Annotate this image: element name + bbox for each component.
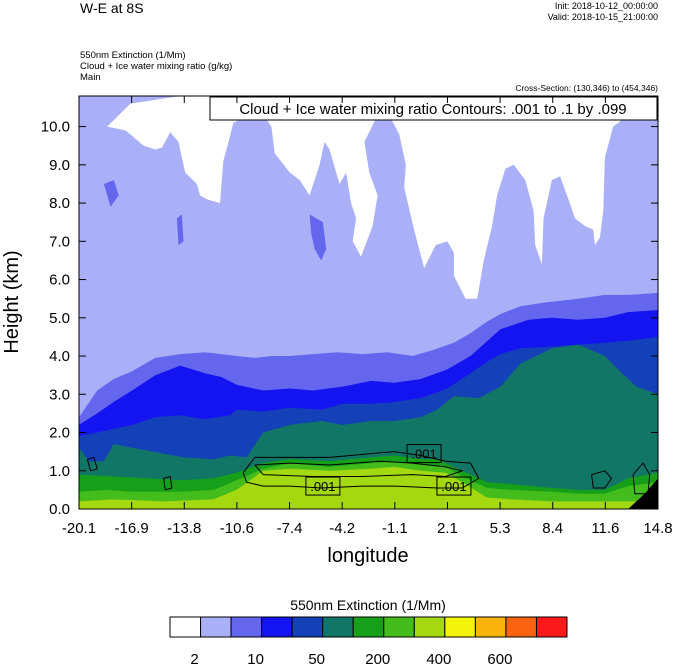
x-tick-label: 5.3 (490, 520, 511, 537)
colorbar-swatch (200, 616, 232, 638)
x-tick-label: -1.1 (382, 520, 408, 537)
y-tick-label: 7.0 (49, 233, 70, 250)
valid-time: Valid: 2018-10-15_21:00:00 (547, 12, 658, 22)
colorbar-swatch (261, 616, 293, 638)
plot-frame (78, 95, 659, 510)
extinction-filled-contours (79, 96, 658, 509)
y-tick-label: 3.0 (49, 386, 70, 403)
colorbar-tick-label: 10 (247, 651, 264, 667)
colorbar-swatch (352, 616, 385, 638)
x-tick-label: 14.8 (643, 520, 672, 537)
colorbar-swatch (444, 616, 476, 638)
extinction-band-5 (79, 344, 658, 509)
x-tick-label: -4.2 (329, 520, 355, 537)
x-tick-label: -13.8 (167, 520, 201, 537)
x-axis: -20.1 -16.9 -13.8 -10.6 -7.4 -4.2 -1.1 2.1 5.3 8.… (62, 96, 673, 537)
x-tick-label: -7.4 (277, 520, 303, 537)
y-tick-label: 8.0 (49, 195, 70, 212)
contour-line-4 (86, 456, 98, 472)
overlay-title: Cloud + Ice water mixing ratio Contours:… (239, 101, 626, 118)
colorbar-swatch (383, 616, 415, 638)
y-tick-label: 10.0 (41, 119, 70, 136)
y-tick-label: 2.0 (49, 425, 70, 442)
colorbar-tick-label: 200 (365, 651, 390, 667)
y-tick-label: 6.0 (49, 272, 70, 289)
terrain (628, 478, 658, 509)
field-label-extinction: 550nm Extinction (1/Mm) (80, 50, 186, 61)
y-axis-label: Height (km) (1, 250, 23, 353)
contour-line-2 (254, 460, 465, 478)
contour-labels: .001 .001 .001 (305, 444, 472, 496)
contour-label-box-2 (305, 476, 341, 496)
x-tick-label: 11.6 (591, 520, 619, 537)
y-tick-label: 5.0 (49, 310, 70, 327)
contour-line-1 (242, 451, 480, 489)
contour-line-5 (163, 475, 173, 491)
colorbar-swatch (535, 616, 568, 638)
plot-title: W-E at 8S (80, 0, 144, 16)
contour-line-6 (632, 462, 651, 495)
colorbar-swatch (322, 616, 354, 638)
extinction-band-8 (79, 466, 658, 509)
colorbar-swatch (169, 616, 202, 638)
x-tick-label: -16.9 (115, 520, 149, 537)
contour-line-3 (591, 470, 613, 489)
colorbar-labels: 2 10 50 200 400 600 (190, 651, 512, 667)
y-tick-label: 1.0 (49, 463, 70, 480)
contour-label-box-1 (406, 444, 442, 464)
extinction-patch-1 (309, 214, 327, 261)
contour-label-3: .001 (441, 479, 466, 494)
contour-label-box-3 (436, 476, 472, 496)
x-axis-label: longitude (327, 545, 408, 567)
colorbar-swatch (291, 616, 324, 638)
x-tick-label: 8.4 (542, 520, 563, 537)
colorbar-title: 550nm Extinction (1/Mm) (290, 597, 446, 613)
colorbar-swatch (474, 616, 507, 638)
y-axis: 0.0 1.0 2.0 3.0 4.0 5.0 6.0 7.0 8.0 9.0 10.0 (41, 119, 658, 518)
init-time: Init: 2018-10-12_00:00:00 (554, 1, 658, 11)
contour-label-1: .001 (411, 447, 436, 462)
colorbar-tick-label: 2 (190, 651, 198, 667)
y-tick-label: 9.0 (49, 157, 70, 174)
upper-patch-1 (103, 180, 119, 207)
x-tick-label: 2.1 (437, 520, 458, 537)
x-tick-label: -20.1 (62, 520, 96, 537)
contour-label-2: .001 (310, 479, 335, 494)
colorbar-tick-label: 400 (426, 651, 451, 667)
colorbar-tick-label: 50 (308, 651, 325, 667)
overlay-title-box: Cloud + Ice water mixing ratio Contours:… (209, 96, 658, 121)
mixing-ratio-contour-lines (86, 451, 651, 495)
upper-patch-2 (176, 214, 184, 246)
clear-air-region-1 (107, 96, 658, 299)
field-label-mixing-ratio: Cloud + Ice water mixing ratio (g/kg) (80, 61, 233, 72)
colorbar-tick-label: 600 (487, 651, 512, 667)
colorbar (169, 616, 568, 638)
y-tick-label: 0.0 (49, 501, 70, 518)
cross-section-label: Cross-Section: (130,346) to (454,346) (515, 83, 658, 93)
y-tick-label: 4.0 (49, 348, 70, 365)
field-label-main: Main (80, 72, 101, 83)
colorbar-swatch (413, 616, 446, 638)
colorbar-swatch (505, 616, 537, 638)
colorbar-swatch (230, 616, 263, 638)
x-tick-label: -10.6 (220, 520, 254, 537)
